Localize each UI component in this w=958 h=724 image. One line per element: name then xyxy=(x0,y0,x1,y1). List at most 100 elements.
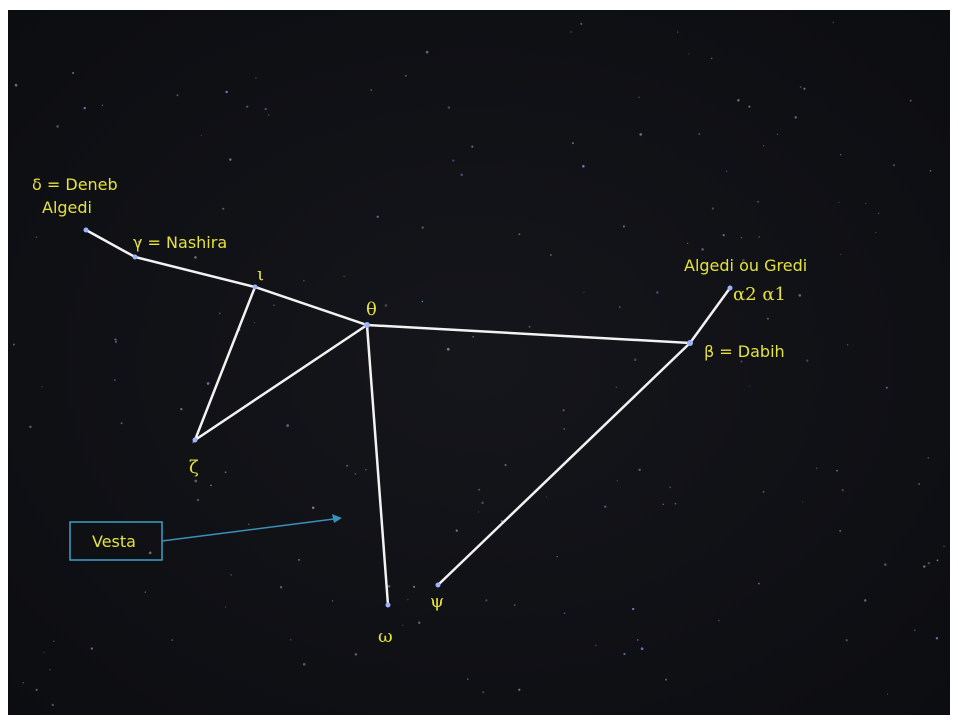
star xyxy=(687,340,693,346)
star xyxy=(422,301,423,302)
star xyxy=(617,480,618,481)
star xyxy=(928,562,930,564)
star xyxy=(675,503,677,505)
star xyxy=(757,201,759,203)
star xyxy=(402,625,403,626)
star xyxy=(669,486,671,488)
star xyxy=(35,689,37,691)
star xyxy=(255,77,256,78)
star xyxy=(355,473,356,474)
star xyxy=(91,647,93,649)
star xyxy=(286,424,289,427)
star xyxy=(114,339,116,341)
star xyxy=(290,639,291,640)
star xyxy=(229,158,231,160)
star xyxy=(758,583,760,585)
star xyxy=(365,469,366,470)
star xyxy=(53,641,54,642)
star xyxy=(737,99,739,101)
star xyxy=(225,91,227,93)
star xyxy=(56,125,59,128)
star xyxy=(405,75,407,77)
star xyxy=(514,604,516,606)
star xyxy=(377,216,379,218)
star xyxy=(467,678,468,679)
star xyxy=(758,236,760,238)
star xyxy=(23,682,24,683)
star xyxy=(842,489,844,491)
star xyxy=(865,203,866,204)
star xyxy=(253,285,258,290)
star xyxy=(943,545,945,547)
label: δ = Deneb xyxy=(32,175,118,194)
star xyxy=(687,243,688,244)
star xyxy=(102,105,103,106)
star xyxy=(413,586,415,588)
star xyxy=(763,145,764,146)
star xyxy=(149,551,152,554)
star xyxy=(418,622,420,624)
star xyxy=(748,106,750,108)
star xyxy=(546,496,547,497)
star xyxy=(332,600,333,601)
star xyxy=(386,603,391,608)
star xyxy=(794,116,796,118)
star xyxy=(712,207,714,209)
star xyxy=(115,341,117,343)
label: γ = Nashira xyxy=(133,233,227,252)
star xyxy=(36,236,38,238)
photo: δ = Deneb Algedi γ = Nashira ι θ Algedi … xyxy=(0,0,958,724)
star xyxy=(816,467,817,468)
star xyxy=(723,234,725,236)
star xyxy=(201,135,202,136)
star xyxy=(518,689,520,691)
star xyxy=(29,426,31,428)
star xyxy=(798,294,801,297)
star xyxy=(485,599,487,601)
star xyxy=(194,480,197,483)
star xyxy=(504,464,506,466)
star xyxy=(225,607,226,608)
star xyxy=(833,22,835,24)
star xyxy=(777,134,778,135)
star xyxy=(13,344,15,346)
star xyxy=(623,225,625,227)
star xyxy=(471,146,473,148)
star xyxy=(268,114,270,116)
star xyxy=(582,165,585,168)
star xyxy=(15,84,18,87)
label: Vesta xyxy=(92,532,136,551)
label: Algedi xyxy=(42,198,92,217)
star xyxy=(52,704,54,706)
star xyxy=(557,556,558,557)
label: β = Dabih xyxy=(704,342,785,361)
star xyxy=(529,326,531,328)
star xyxy=(638,97,639,98)
star xyxy=(637,639,638,640)
star xyxy=(219,313,220,314)
label: ω xyxy=(378,626,393,647)
star xyxy=(728,286,733,291)
star xyxy=(171,639,173,641)
star xyxy=(478,489,480,491)
star xyxy=(583,292,584,293)
star xyxy=(918,483,920,485)
star xyxy=(461,174,463,176)
star xyxy=(570,31,572,33)
star xyxy=(194,256,197,259)
star xyxy=(298,559,300,561)
star xyxy=(836,470,838,472)
star xyxy=(456,529,458,531)
night-sky xyxy=(8,10,950,715)
star xyxy=(616,387,617,388)
star xyxy=(447,348,450,351)
star xyxy=(84,107,86,109)
star xyxy=(623,653,625,655)
star xyxy=(121,422,123,424)
star xyxy=(937,559,939,561)
star xyxy=(478,511,479,512)
star xyxy=(930,170,931,171)
label: θ xyxy=(366,299,377,320)
star xyxy=(665,679,667,681)
star xyxy=(699,133,701,135)
